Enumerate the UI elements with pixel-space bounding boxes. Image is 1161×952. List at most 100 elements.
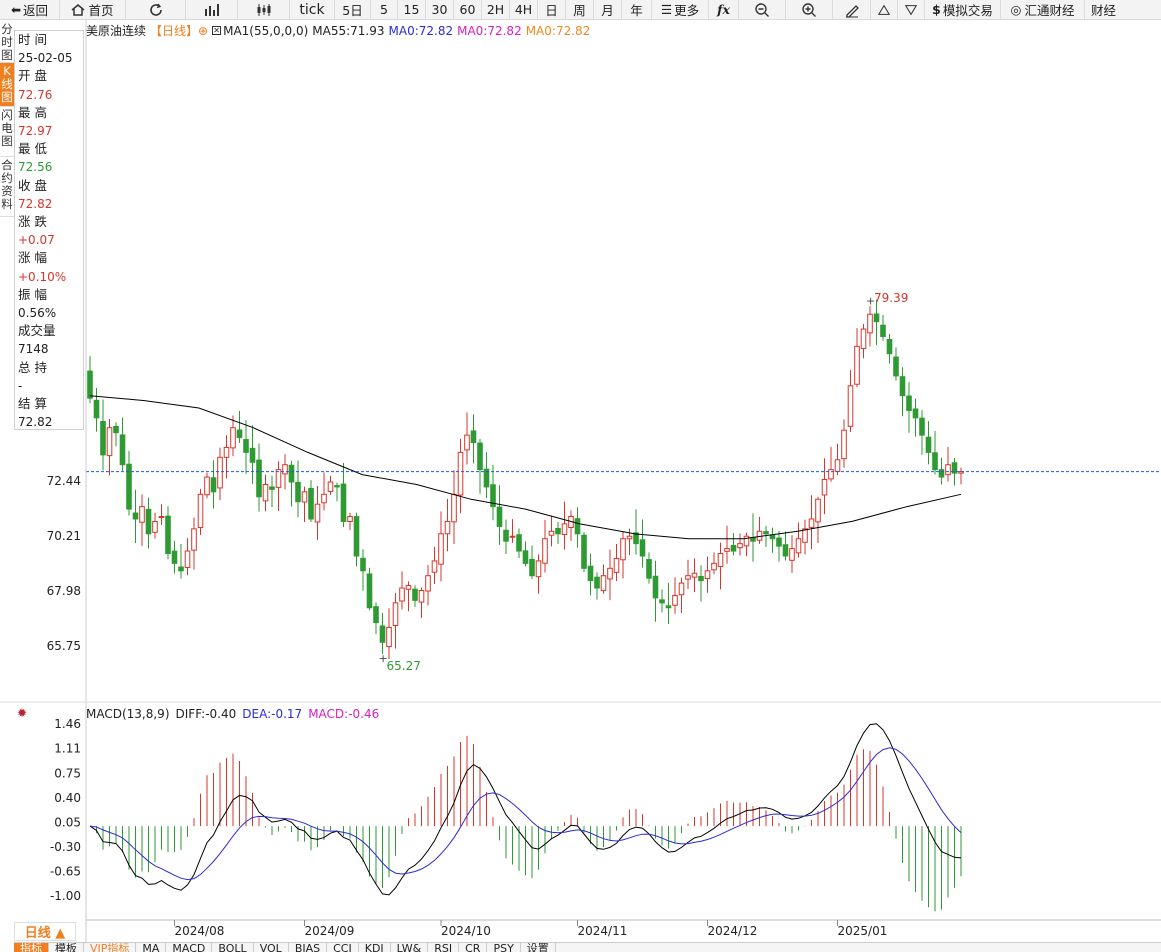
candle-body bbox=[496, 506, 503, 527]
fx678-button[interactable]: ◎ 汇通财经 bbox=[1001, 0, 1085, 19]
candle-body bbox=[899, 376, 906, 397]
candle-chart-button[interactable] bbox=[238, 0, 290, 19]
candle bbox=[945, 446, 951, 482]
candle bbox=[535, 554, 542, 594]
indicator-tab[interactable]: CR bbox=[459, 943, 488, 952]
tab-flash[interactable]: 闪电图 bbox=[0, 107, 14, 157]
indicator-tab[interactable]: VIP指标 bbox=[84, 943, 137, 952]
candle-body bbox=[321, 493, 327, 504]
macd-tick-label: -0.65 bbox=[50, 865, 81, 879]
candle bbox=[685, 559, 691, 589]
formula-button[interactable]: fx bbox=[709, 0, 739, 19]
candle bbox=[178, 543, 184, 579]
day-button[interactable]: 日 bbox=[538, 0, 566, 19]
candle bbox=[210, 460, 217, 509]
candle bbox=[789, 535, 795, 573]
candle-body bbox=[425, 575, 431, 592]
5min-button[interactable]: 5 bbox=[371, 0, 398, 19]
indicator-tab[interactable]: RSI bbox=[428, 943, 460, 952]
finance-button[interactable]: 财经 bbox=[1091, 3, 1117, 18]
tab-timeshare[interactable]: 分时图 bbox=[0, 22, 14, 63]
candle-body bbox=[945, 464, 951, 476]
indicator-tab[interactable]: 模板 bbox=[49, 943, 84, 952]
5day-button[interactable]: 5日 bbox=[335, 0, 371, 19]
candle-body bbox=[347, 516, 353, 523]
candle bbox=[386, 608, 392, 660]
15min-button[interactable]: 15 bbox=[398, 0, 426, 19]
candle bbox=[613, 544, 620, 582]
indicator-tab[interactable]: BOLL bbox=[212, 943, 254, 952]
indicator-tab[interactable]: 设置 bbox=[521, 943, 556, 952]
tab-contract-info[interactable]: 合约资料 bbox=[0, 157, 14, 217]
triangle-up-button[interactable] bbox=[871, 0, 898, 19]
4h-button[interactable]: 4H bbox=[510, 0, 538, 19]
indicator-tab[interactable]: VOL bbox=[254, 943, 289, 952]
candle bbox=[691, 558, 698, 593]
candle-body bbox=[795, 538, 802, 554]
indicator-tab[interactable]: MACD bbox=[166, 943, 213, 952]
candle bbox=[730, 533, 737, 556]
sim-trade-button[interactable]: $ 模拟交易 bbox=[925, 0, 1001, 19]
candle-body bbox=[886, 339, 893, 355]
30min-button[interactable]: 30 bbox=[426, 0, 454, 19]
indicator-tab[interactable]: MA bbox=[136, 943, 167, 952]
60min-button[interactable]: 60 bbox=[454, 0, 482, 19]
home-button[interactable]: 首页 bbox=[60, 0, 126, 19]
candle-body bbox=[581, 534, 587, 569]
candle bbox=[737, 533, 743, 556]
candle-body bbox=[210, 477, 217, 493]
candle bbox=[815, 496, 821, 544]
zoom-in-button[interactable] bbox=[786, 0, 833, 19]
info-value: +0.10% bbox=[18, 269, 67, 284]
candle-body bbox=[366, 573, 373, 609]
candle bbox=[717, 542, 724, 590]
indicator-tab[interactable]: CCI bbox=[327, 943, 359, 952]
candle bbox=[600, 564, 607, 594]
candle bbox=[217, 447, 223, 501]
candle-body bbox=[717, 553, 724, 567]
zoom-out-button[interactable] bbox=[739, 0, 786, 19]
bar-chart-button[interactable] bbox=[186, 0, 238, 19]
back-button[interactable]: ⬅ 返回 bbox=[0, 0, 60, 19]
candle bbox=[418, 587, 425, 618]
indicator-tab[interactable]: BIAS bbox=[289, 943, 328, 952]
period-select-button[interactable]: 日线 ▲ bbox=[14, 922, 76, 941]
candle bbox=[295, 460, 301, 518]
candle bbox=[854, 328, 860, 387]
indicator-tab[interactable]: KDJ bbox=[359, 943, 391, 952]
quote-info-panel: 时 间 25-02-05 开 盘 72.76 最 高 72.97 最 低 72.56 收 盘 72… bbox=[14, 30, 84, 430]
candle-body bbox=[314, 503, 321, 523]
candle-body bbox=[405, 585, 412, 590]
candle-body bbox=[340, 483, 347, 522]
date-tick-label: 2024/09 bbox=[305, 924, 355, 938]
candle-body bbox=[113, 425, 119, 434]
add-icon[interactable]: ⊕ bbox=[198, 23, 209, 38]
week-button[interactable]: 周 bbox=[566, 0, 594, 19]
triangle-down-button[interactable] bbox=[898, 0, 925, 19]
candle-body bbox=[269, 486, 275, 490]
draw-button[interactable] bbox=[833, 0, 871, 19]
date-tick-label: 2024/10 bbox=[441, 924, 491, 938]
candle bbox=[373, 602, 379, 634]
indicator-tab[interactable]: PSY bbox=[487, 943, 521, 952]
macd-diff-line bbox=[89, 723, 962, 896]
macd-settings-icon[interactable]: ✹ bbox=[17, 706, 28, 720]
2h-button[interactable]: 2H bbox=[482, 0, 510, 19]
candle-body bbox=[412, 588, 418, 601]
refresh-button[interactable] bbox=[126, 0, 186, 19]
indicator-toggle-icon[interactable]: ✕ bbox=[212, 26, 222, 35]
info-label: 开 盘 bbox=[18, 68, 47, 84]
macd-tick-label: 1.46 bbox=[54, 717, 81, 731]
year-button[interactable]: 年 bbox=[622, 0, 652, 19]
candle bbox=[93, 388, 100, 432]
month-button[interactable]: 月 bbox=[594, 0, 622, 19]
candle-body bbox=[243, 439, 249, 453]
tick-button[interactable]: tick bbox=[290, 0, 335, 19]
candle bbox=[860, 323, 867, 359]
info-label: 振 幅 bbox=[18, 286, 47, 302]
more-button[interactable]: ☰ 更多 bbox=[652, 0, 709, 19]
indicator-tab[interactable]: LW& bbox=[391, 943, 429, 952]
indicator-tab[interactable]: 指标 bbox=[14, 943, 49, 952]
